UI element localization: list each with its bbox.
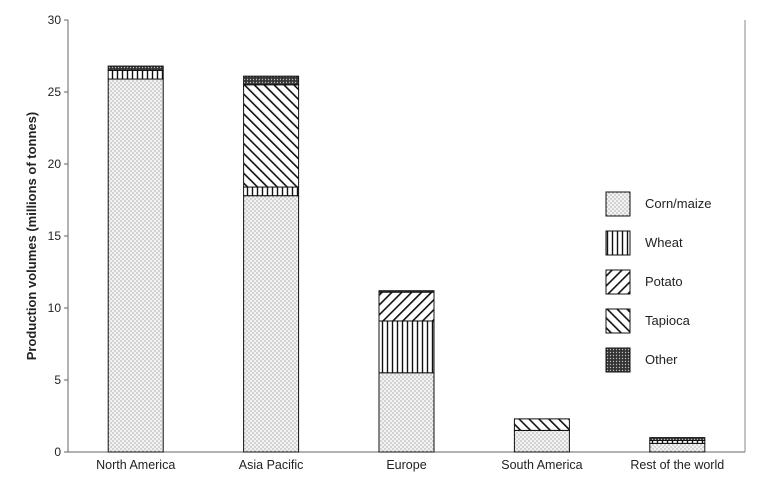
y-tick-label: 5 xyxy=(54,373,61,387)
y-tick-label: 15 xyxy=(48,229,62,243)
y-tick-label: 25 xyxy=(48,85,62,99)
bar-segment-potato xyxy=(378,291,435,322)
legend-item: Tapioca xyxy=(605,308,691,334)
bar-segment-other xyxy=(243,75,300,86)
bar-segment-tapioca xyxy=(243,84,300,188)
bar-segment-other xyxy=(649,437,706,441)
bar-segment-corn-maize xyxy=(513,429,570,453)
x-tick-label: Rest of the world xyxy=(630,458,724,472)
bar-segment-other xyxy=(378,290,435,293)
bar-segment-corn-maize xyxy=(107,78,164,453)
bar-segment-corn-maize xyxy=(243,195,300,453)
y-tick-label: 20 xyxy=(48,157,62,171)
y-tick-label: 0 xyxy=(54,445,61,459)
bar-segment-corn-maize xyxy=(649,442,706,453)
legend-item: Corn/maize xyxy=(605,191,711,217)
bar-segment-wheat xyxy=(378,320,435,374)
y-tick-label: 30 xyxy=(48,13,62,27)
legend-label: Wheat xyxy=(645,235,683,250)
x-tick-label: South America xyxy=(501,458,582,472)
legend: Corn/maize Wheat Potato Tapioca Other xyxy=(605,191,711,373)
bar-segment-tapioca xyxy=(513,418,570,431)
legend-label: Potato xyxy=(645,274,683,289)
legend-swatch xyxy=(605,308,631,334)
x-tick-labels: North America Asia Pacific Europe South Ame… xyxy=(96,458,724,472)
legend-item: Other xyxy=(605,347,678,373)
bar-segment-wheat xyxy=(243,186,300,197)
legend-swatch xyxy=(605,347,631,373)
y-axis-label: Production volumes (millions of tonnes) xyxy=(24,112,39,360)
bars xyxy=(107,65,706,453)
legend-label: Corn/maize xyxy=(645,196,711,211)
x-tick-label: Europe xyxy=(386,458,426,472)
bar-segment-wheat xyxy=(107,69,164,80)
legend-label: Other xyxy=(645,352,678,367)
x-tick-label: North America xyxy=(96,458,175,472)
legend-item: Potato xyxy=(605,269,683,295)
legend-label: Tapioca xyxy=(645,313,691,328)
legend-item: Wheat xyxy=(605,230,683,256)
y-tick-label: 10 xyxy=(48,301,62,315)
x-tick-label: Asia Pacific xyxy=(239,458,304,472)
legend-swatch xyxy=(605,269,631,295)
bar-segment-other xyxy=(107,65,164,71)
legend-swatch xyxy=(605,191,631,217)
legend-swatch xyxy=(605,230,631,256)
bar-segment-corn-maize xyxy=(378,372,435,453)
y-ticks: 0 5 10 15 20 25 30 xyxy=(48,13,68,459)
